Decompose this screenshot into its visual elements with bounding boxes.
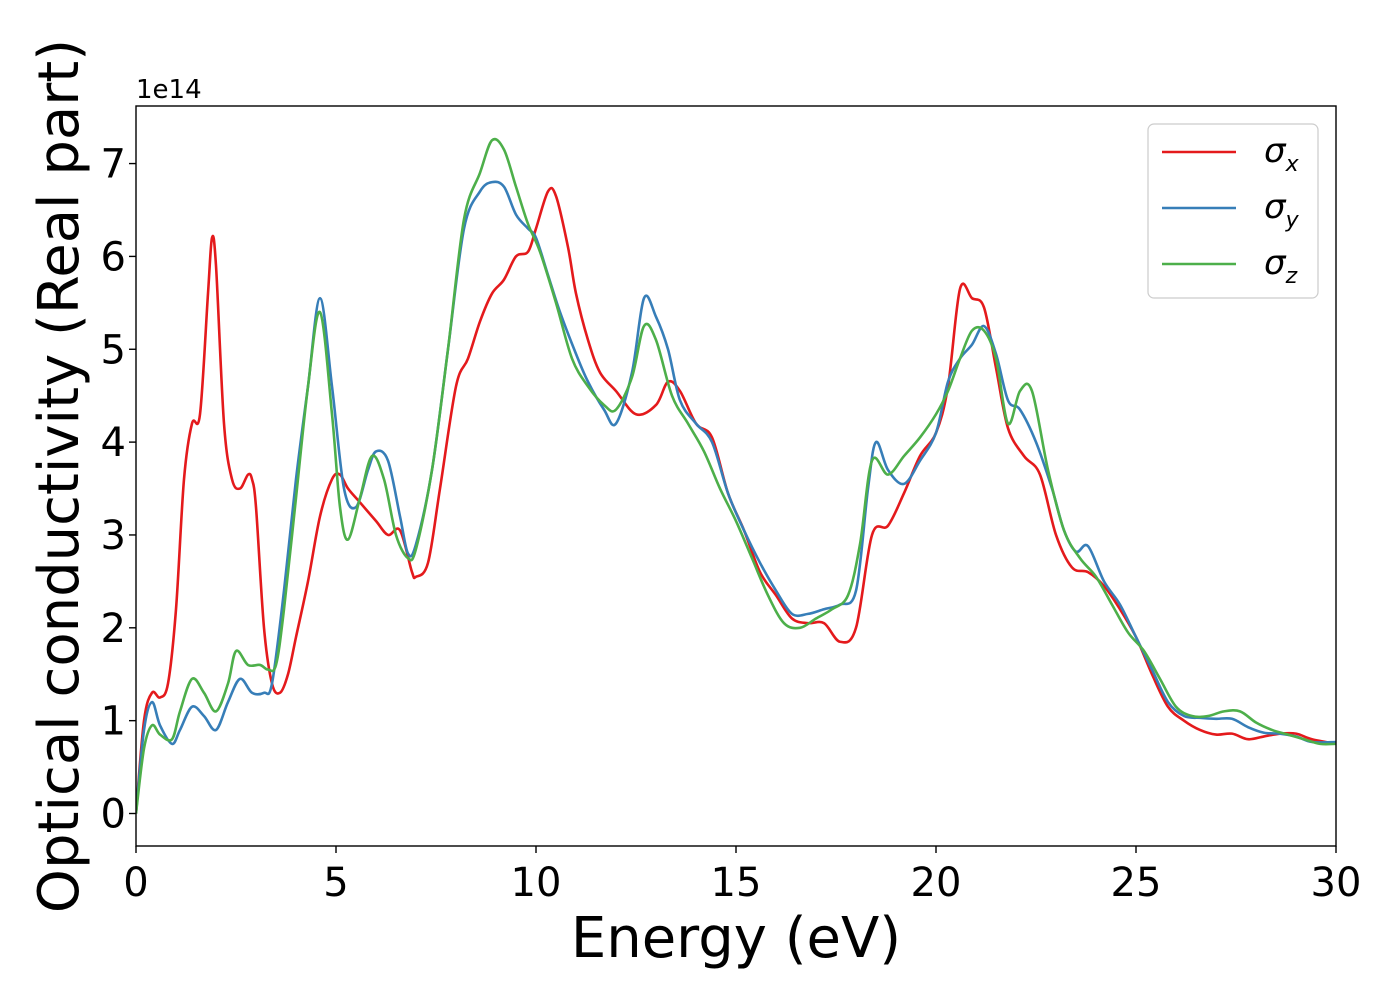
legend-box xyxy=(1147,123,1319,299)
y-tick-label: 7 xyxy=(101,142,126,188)
y-tick-label: 1 xyxy=(101,699,126,745)
series-line-y xyxy=(136,180,1336,814)
y-tick-label: 0 xyxy=(101,792,126,838)
y-tick-label: 2 xyxy=(101,606,126,652)
legend: σx σy σz xyxy=(1147,123,1319,299)
series-line-x xyxy=(136,186,1336,814)
x-tick-label: 0 xyxy=(123,860,148,906)
y-offset-label: 1e14 xyxy=(136,75,202,105)
x-tick-label: 20 xyxy=(911,860,962,906)
y-tick-label: 4 xyxy=(101,420,126,466)
series-line-z xyxy=(136,137,1336,814)
legend-label-z: σz xyxy=(1264,243,1298,289)
y-axis-title: Optical conductivity (Real part) xyxy=(27,39,92,913)
series-layer xyxy=(136,137,1336,814)
y-tick-label: 6 xyxy=(101,234,126,280)
x-axis-title: Energy (eV) xyxy=(571,906,901,971)
x-tick-label: 30 xyxy=(1311,860,1362,906)
legend-label-y: σy xyxy=(1264,187,1300,233)
ticks-layer: 0 5 10 15 20 25 30 0 1 2 3 4 5 6 7 xyxy=(101,142,1362,906)
x-tick-label: 5 xyxy=(323,860,348,906)
legend-label-x: σx xyxy=(1264,131,1300,177)
y-tick-label: 5 xyxy=(101,327,126,373)
x-tick-label: 25 xyxy=(1111,860,1162,906)
x-tick-label: 15 xyxy=(711,860,762,906)
x-tick-label: 10 xyxy=(511,860,562,906)
y-tick-label: 3 xyxy=(101,513,126,559)
